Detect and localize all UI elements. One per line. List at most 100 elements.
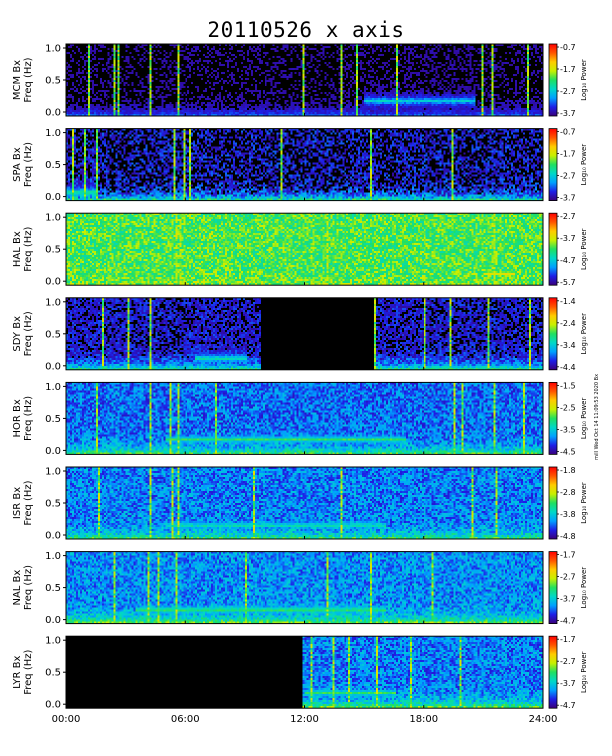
heatmap-hal — [66, 213, 543, 286]
colorbar-label: Log₁₀ Power — [580, 144, 588, 186]
y-tick-label: 1.0 — [45, 213, 61, 224]
panel-isr: 0.0 0.5 1.0 ISR Bx Freq (Hz) -1.8 -2.8 -3.8 -4.8… — [12, 466, 588, 542]
y-tick-label: 0.0 — [45, 446, 61, 457]
colorbar-label: Log₁₀ Power — [580, 651, 588, 693]
colorbar-spa — [548, 128, 558, 202]
colorbar-tick-label: -2.4 — [560, 319, 576, 328]
panel-spa: 0.0 0.5 1.0 SPA Bx Freq (Hz) -0.7 -1.7 -2.7 -3.7… — [12, 128, 588, 204]
colorbar-tick-label: -2.5 — [560, 403, 576, 412]
y-label-station: ISR Bx — [12, 487, 23, 519]
y-label-station: SPA Bx — [12, 147, 23, 182]
colorbar-tick-label: -1.5 — [560, 381, 576, 390]
colorbar-tick-label: -1.7 — [560, 635, 576, 644]
heatmap-hor — [66, 382, 543, 455]
y-label-station: LYR Bx — [12, 655, 23, 688]
y-label-freq: Freq (Hz) — [23, 396, 34, 441]
colorbar-label: Log₁₀ Power — [580, 59, 588, 101]
y-tick-label: 0.0 — [45, 277, 61, 288]
x-tick-label: 06:00 — [171, 714, 200, 725]
y-tick-label: 0.0 — [45, 108, 61, 119]
colorbar-tick-label: -3.7 — [560, 595, 576, 604]
colorbar-lyr — [548, 635, 558, 709]
colorbar-tick-label: -1.8 — [560, 466, 576, 475]
y-tick-label: 0.5 — [45, 329, 61, 340]
panel-lyr: 0.0 0.5 1.0 LYR Bx Freq (Hz) -1.7 -2.7 -3.7 -4.7… — [12, 635, 588, 711]
y-label-station: HOR Bx — [12, 399, 23, 437]
panel-hal: 0.0 0.5 1.0 HAL Bx Freq (Hz) -2.7 -3.7 -4.7 -5.7… — [12, 212, 588, 288]
y-tick-label: 0.5 — [45, 76, 61, 87]
heatmap-nal — [66, 551, 543, 624]
colorbar-mcm — [548, 43, 558, 117]
colorbar-tick-label: -3.8 — [560, 510, 576, 519]
colorbar-label: Log₁₀ Power — [580, 398, 588, 440]
y-label-station: MCM Bx — [12, 60, 23, 100]
colorbar-nal — [548, 551, 558, 624]
y-tick-label: 0.0 — [45, 615, 61, 626]
y-tick-label: 1.0 — [45, 636, 61, 647]
x-tick-label: 00:00 — [52, 714, 81, 725]
y-tick-label: 0.0 — [45, 361, 61, 372]
y-tick-label: 0.0 — [45, 192, 61, 203]
y-tick-label: 0.5 — [45, 245, 61, 256]
colorbar-tick-label: -2.7 — [560, 657, 576, 666]
chart-title: 20110526 x axis — [207, 18, 405, 42]
colorbar-tick-label: -2.7 — [560, 172, 576, 181]
x-tick-label: 24:00 — [529, 714, 558, 725]
x-tick-label: 12:00 — [290, 714, 319, 725]
colorbar-tick-label: -3.7 — [560, 194, 576, 203]
colorbar-tick-label: -4.7 — [560, 701, 576, 710]
colorbar-isr — [548, 466, 558, 540]
y-tick-label: 1.0 — [45, 467, 61, 478]
y-tick-label: 0.5 — [45, 499, 61, 510]
y-tick-label: 0.5 — [45, 668, 61, 679]
colorbar-tick-label: -2.7 — [560, 87, 576, 96]
heatmap-spa — [66, 128, 543, 201]
colorbar-tick-label: -4.7 — [560, 256, 576, 265]
y-label-freq: Freq (Hz) — [23, 565, 34, 610]
colorbar-tick-label: -3.4 — [560, 341, 576, 350]
y-tick-label: 1.0 — [45, 44, 61, 55]
y-tick-label: 0.5 — [45, 414, 61, 425]
colorbar-tick-label: -4.8 — [560, 532, 576, 541]
colorbar-tick-label: -4.7 — [560, 617, 576, 626]
colorbar-tick-label: -1.7 — [560, 150, 576, 159]
colorbar-tick-label: -3.7 — [560, 234, 576, 243]
y-tick-label: 0.0 — [45, 700, 61, 711]
heatmap-sdy — [66, 297, 543, 370]
panel-hor: 0.0 0.5 1.0 HOR Bx Freq (Hz) -1.5 -2.5 -3.5 -4.5… — [12, 381, 588, 457]
colorbar-label: Log₁₀ Power — [580, 313, 588, 355]
colorbar-tick-label: -4.4 — [560, 363, 576, 372]
colorbar-hor — [548, 381, 558, 455]
colorbar-tick-label: -2.7 — [560, 212, 576, 221]
colorbar-tick-label: -0.7 — [560, 43, 576, 52]
y-tick-label: 0.5 — [45, 583, 61, 594]
y-label-station: SDY Bx — [12, 316, 23, 352]
y-tick-label: 1.0 — [45, 382, 61, 393]
x-tick-label: 18:00 — [409, 714, 438, 725]
colorbar-tick-label: -2.8 — [560, 488, 576, 497]
colorbar-tick-label: -5.7 — [560, 278, 576, 287]
colorbar-label: Log₁₀ Power — [580, 228, 588, 270]
y-label-freq: Freq (Hz) — [23, 311, 34, 356]
y-label-freq: Freq (Hz) — [23, 142, 34, 187]
panel-sdy: 0.0 0.5 1.0 SDY Bx Freq (Hz) -1.4 -2.4 -3.4 -4.4… — [12, 297, 588, 373]
panel-mcm: 0.0 0.5 1.0 MCM Bx Freq (Hz) -0.7 -1.7 -2.7 -3.7… — [12, 43, 588, 119]
colorbar-hal — [548, 212, 558, 286]
y-tick-label: 1.0 — [45, 297, 61, 308]
y-label-station: NAL Bx — [12, 570, 23, 606]
y-tick-label: 0.0 — [45, 531, 61, 542]
heatmap-isr — [66, 467, 543, 539]
colorbar-tick-label: -3.5 — [560, 425, 576, 434]
colorbar-tick-label: -4.5 — [560, 447, 576, 456]
y-tick-label: 1.0 — [45, 551, 61, 562]
colorbar-tick-label: -0.7 — [560, 128, 576, 137]
colorbar-tick-label: -3.7 — [560, 109, 576, 118]
heatmap-mcm — [66, 44, 543, 116]
panel-nal: 0.0 0.5 1.0 NAL Bx Freq (Hz) -1.7 -2.7 -3.7 -4.7… — [12, 551, 588, 627]
colorbar-tick-label: -2.7 — [560, 573, 576, 582]
y-label-freq: Freq (Hz) — [23, 227, 34, 272]
colorbar-sdy — [548, 297, 558, 371]
colorbar-tick-label: -1.7 — [560, 65, 576, 74]
y-tick-label: 1.0 — [45, 128, 61, 139]
